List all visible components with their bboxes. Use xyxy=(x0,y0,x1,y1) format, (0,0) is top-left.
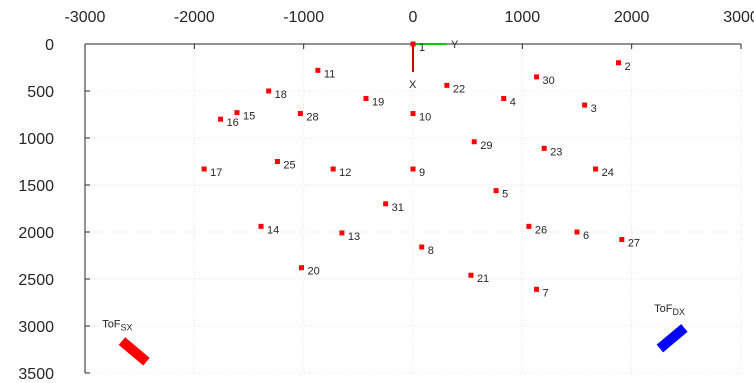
data-point-25 xyxy=(274,159,280,164)
data-point-label-26: 26 xyxy=(535,224,547,236)
data-point-label-13: 13 xyxy=(348,231,360,243)
data-point-23 xyxy=(541,145,547,151)
data-point-20 xyxy=(298,265,304,271)
data-point-1 xyxy=(410,41,416,47)
data-point-label-18: 18 xyxy=(275,89,287,101)
data-point-24 xyxy=(593,166,599,172)
y-tick-label: 2000 xyxy=(18,225,54,242)
data-point-4 xyxy=(501,96,507,102)
data-point-label-31: 31 xyxy=(392,202,404,214)
data-point-9 xyxy=(410,166,416,172)
data-point-27 xyxy=(619,237,625,243)
data-point-label-25: 25 xyxy=(283,160,295,172)
data-point-label-8: 8 xyxy=(428,245,434,257)
y-tick-label: 500 xyxy=(27,84,54,101)
data-point-30 xyxy=(534,74,540,80)
data-point-label-28: 28 xyxy=(306,112,318,124)
data-point-16 xyxy=(218,116,224,122)
data-point-label-1: 1 xyxy=(419,42,425,54)
data-point-5 xyxy=(493,188,499,194)
x-tick-label: -2000 xyxy=(174,9,215,26)
data-point-label-10: 10 xyxy=(419,112,431,124)
data-point-11 xyxy=(315,67,321,73)
origin-axes: YX xyxy=(409,39,459,91)
data-point-label-4: 4 xyxy=(510,97,516,109)
data-point-label-15: 15 xyxy=(243,111,255,123)
y-tick-label: 1000 xyxy=(18,131,54,148)
data-point-label-21: 21 xyxy=(477,273,489,285)
data-point-label-29: 29 xyxy=(480,140,492,152)
data-point-label-30: 30 xyxy=(543,75,555,87)
x-tick-label: 1000 xyxy=(505,9,541,26)
data-point-19 xyxy=(363,96,369,102)
data-point-18 xyxy=(266,88,272,94)
y-tick-label: 0 xyxy=(45,37,54,54)
y-tick-label: 3000 xyxy=(18,319,54,336)
data-point-14 xyxy=(258,223,264,229)
data-point-label-27: 27 xyxy=(628,238,640,250)
y-tick-label: 2500 xyxy=(18,272,54,289)
x-tick-label: 3000 xyxy=(723,9,754,26)
sensor-layer: ToFSX ToFDX xyxy=(102,303,688,366)
data-point-label-22: 22 xyxy=(453,83,465,95)
data-point-17 xyxy=(201,166,207,172)
data-point-label-9: 9 xyxy=(419,167,425,179)
data-point-label-5: 5 xyxy=(502,189,508,201)
data-point-22 xyxy=(444,82,450,88)
x-tick-label: -1000 xyxy=(283,9,324,26)
data-point-label-20: 20 xyxy=(307,266,319,278)
data-point-28 xyxy=(297,111,303,117)
sensor-label-sx: ToFSX xyxy=(102,318,132,332)
data-point-label-12: 12 xyxy=(339,167,351,179)
data-point-label-19: 19 xyxy=(372,97,384,109)
origin-x-label: X xyxy=(409,79,417,91)
data-point-2 xyxy=(616,60,622,66)
y-tick-label: 1500 xyxy=(18,178,54,195)
x-tick-label: -3000 xyxy=(65,9,106,26)
point-layer: 1234567891011121314151617181920212223242… xyxy=(201,41,640,299)
data-point-15 xyxy=(234,110,240,116)
data-point-label-3: 3 xyxy=(591,103,597,115)
data-point-label-24: 24 xyxy=(602,167,614,179)
data-point-label-2: 2 xyxy=(625,61,631,73)
data-point-13 xyxy=(339,230,345,236)
data-point-31 xyxy=(383,201,389,207)
data-point-label-17: 17 xyxy=(210,167,222,179)
data-point-10 xyxy=(410,111,416,117)
data-point-8 xyxy=(419,244,425,250)
data-point-6 xyxy=(574,229,580,235)
x-tick-label: 2000 xyxy=(614,9,650,26)
sensor-sx xyxy=(118,337,150,366)
data-point-label-6: 6 xyxy=(583,230,589,242)
axis-layer: -3000 -2000 -1000 0 1000 2000 3000 0 500 1000 1500… xyxy=(18,9,754,383)
data-point-label-16: 16 xyxy=(227,117,239,129)
data-point-label-14: 14 xyxy=(267,224,279,236)
sensor-label-dx: ToFDX xyxy=(654,303,685,317)
data-point-label-7: 7 xyxy=(543,287,549,299)
data-point-12 xyxy=(330,166,336,172)
data-point-21 xyxy=(468,272,474,278)
data-point-3 xyxy=(582,102,588,108)
data-point-label-11: 11 xyxy=(324,68,335,80)
grid-layer xyxy=(84,43,742,374)
x-tick-label: 0 xyxy=(409,9,418,26)
data-point-26 xyxy=(526,223,532,229)
data-point-7 xyxy=(534,286,540,292)
sensor-dx xyxy=(656,324,688,353)
data-point-29 xyxy=(471,139,477,145)
origin-y-label: Y xyxy=(451,39,459,51)
data-point-label-23: 23 xyxy=(550,146,562,158)
y-tick-label: 3500 xyxy=(18,366,54,383)
